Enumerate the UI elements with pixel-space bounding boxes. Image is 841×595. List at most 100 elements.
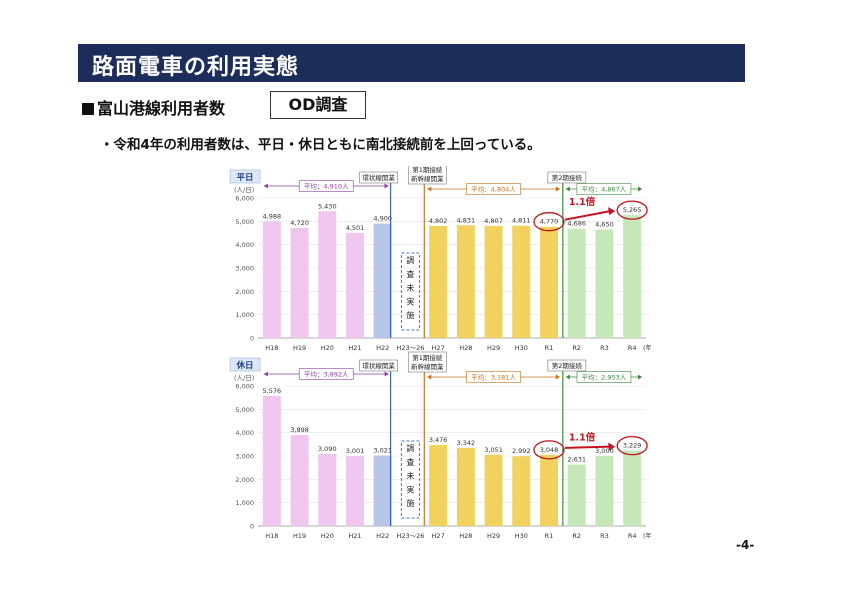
average-label-period2-arrowhead-right (555, 186, 560, 192)
growth-arrow (564, 210, 611, 221)
not-surveyed-char: 未 (406, 471, 414, 481)
average-label-period2-arrowhead-left (427, 374, 432, 380)
ridership-charts: 平日 (人/日) 6,000 5,000 4,000 3,000 2,000 1,000 0 4,… (228, 166, 652, 544)
x-tick-label: H21 (348, 532, 361, 540)
y-tick-label: 6,000 (235, 195, 254, 203)
bar (512, 456, 531, 526)
average-label-period3: 平均：2,953人 (582, 373, 627, 382)
x-tick-label: R2 (572, 344, 581, 352)
average-label-period1-arrowhead-left (263, 183, 268, 189)
data-label: 3,001 (346, 447, 365, 455)
data-label: 5,430 (318, 202, 337, 210)
average-label-period3-arrowhead-right (638, 186, 642, 192)
page-title: 路面電車の利用実態 (92, 55, 300, 80)
data-label: 4,900 (373, 215, 392, 223)
bar (456, 448, 475, 526)
bar (623, 215, 642, 338)
average-label-period2-box (466, 183, 521, 195)
data-label: 4,802 (429, 217, 448, 225)
average-label-period1-arrowhead-right (384, 371, 389, 377)
x-tick-label: R4 (628, 532, 637, 540)
y-tick-label: 3,000 (235, 265, 254, 273)
phase2-label: 第2期接続 (552, 173, 583, 182)
x-tick-label: H19 (293, 344, 306, 352)
average-label-period1-box (298, 368, 354, 380)
average-label-period2-arrowhead-right (555, 374, 560, 380)
average-label-period2: 平均：4,804人 (471, 185, 516, 194)
y-tick-label: 3,000 (235, 453, 254, 461)
bar (623, 450, 642, 526)
not-surveyed-char: 実 (406, 484, 414, 494)
x-tick-label: H29 (487, 532, 500, 540)
x-tick-label: R3 (600, 532, 609, 540)
bar (318, 453, 337, 526)
highlight-circle-r4 (616, 436, 648, 456)
average-label-period3: 平均：4,867人 (582, 185, 627, 194)
x-tick-label: H22 (376, 344, 389, 352)
loop-line-label-box (359, 359, 398, 372)
not-surveyed-char: 施 (406, 498, 414, 508)
panel-label-box (229, 169, 261, 184)
x-tick-label: H19 (293, 532, 306, 540)
x-tick-label: H27 (432, 532, 445, 540)
data-label: 4,988 (263, 213, 282, 221)
phase2-label: 第2期接続 (552, 361, 583, 370)
x-tick-label: H30 (515, 344, 528, 352)
average-label-period3-arrowhead-left (565, 186, 570, 192)
y-tick-label: 2,000 (235, 476, 254, 484)
average-label-period1: 平均：3,892人 (304, 370, 349, 379)
x-tick-label: H30 (515, 532, 528, 540)
y-tick-label: 5,000 (235, 406, 254, 414)
x-tick-label: R4 (628, 344, 637, 352)
chart-svg: 平日(人/日)6,0005,0004,0003,0002,0001,00004,… (229, 166, 652, 540)
bar (262, 221, 281, 338)
bar (595, 229, 614, 338)
phase1-label: 第1期接続 (412, 166, 443, 174)
x-tick-label: H18 (265, 344, 278, 352)
page-number: -4- (736, 538, 755, 552)
y-tick-label: 4,000 (235, 429, 254, 437)
growth-arrowhead (608, 207, 616, 216)
not-surveyed-char: 実 (406, 296, 414, 306)
phase1-label-box (407, 166, 447, 185)
data-label: 4,650 (595, 221, 614, 229)
loop-line-label-box (359, 171, 398, 184)
y-tick-label: 5,000 (235, 218, 254, 226)
phase2-label-box (547, 171, 587, 184)
bar (318, 211, 337, 338)
data-label: 4,811 (512, 217, 531, 225)
phase1-label: 新幹線開業 (411, 174, 444, 183)
x-tick-label: H28 (459, 532, 472, 540)
summary-text: ・令和4年の利用者数は、平日・休日ともに南北接続前を上回っている。 (100, 137, 541, 153)
average-label-period1: 平均：4,910人 (304, 182, 349, 191)
section-heading-text: 富山港線利用者数 (97, 99, 226, 118)
not-surveyed-box (400, 252, 420, 331)
average-label-period3-arrowhead-left (565, 374, 570, 380)
average-label-period1-box (298, 180, 354, 192)
bar (456, 225, 475, 338)
not-surveyed-char: 調 (406, 443, 414, 453)
od-survey-badge: OD調査 (270, 91, 366, 119)
data-label: 3,021 (373, 447, 392, 455)
bar (429, 444, 448, 526)
x-tick-label: H20 (321, 344, 334, 352)
data-label: 3,051 (484, 446, 503, 454)
data-label: 3,229 (623, 442, 642, 450)
y-tick-label: 0 (250, 335, 254, 343)
bar (567, 228, 586, 338)
x-tick-label: R3 (600, 344, 609, 352)
not-surveyed-char: 未 (406, 283, 414, 293)
bar (540, 454, 558, 526)
x-tick-label: H23～26 (396, 344, 424, 352)
x-tick-label: H20 (321, 532, 334, 540)
not-surveyed-char: 査 (406, 269, 414, 279)
not-surveyed-char: 査 (406, 457, 414, 467)
highlight-circle-r4 (616, 200, 648, 220)
bar (484, 225, 503, 338)
y-axis-unit: (人/日) (234, 186, 254, 194)
section-heading: 富山港線利用者数 (82, 95, 225, 119)
data-label: 4,770 (540, 218, 559, 226)
data-label: 3,476 (429, 436, 448, 444)
bar (540, 226, 558, 338)
x-tick-label: H27 (432, 344, 445, 352)
